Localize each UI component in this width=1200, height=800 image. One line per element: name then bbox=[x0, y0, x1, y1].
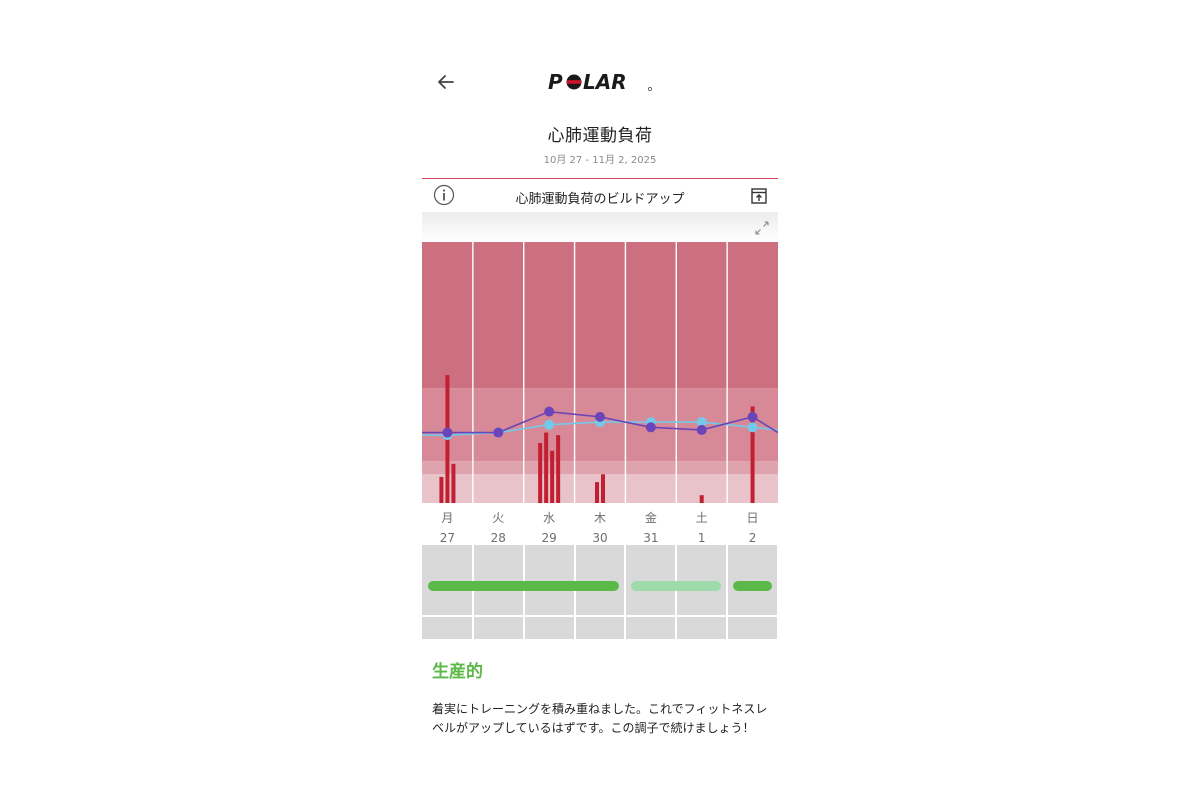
series-point-1 bbox=[747, 422, 758, 433]
date-label: 31 bbox=[643, 531, 659, 545]
info-button[interactable] bbox=[433, 184, 455, 206]
series-point-0 bbox=[595, 411, 605, 422]
status-cell bbox=[626, 617, 676, 639]
day-label: 月 27 bbox=[422, 509, 472, 545]
status-cell bbox=[575, 617, 625, 639]
series-point-0 bbox=[747, 411, 758, 422]
day-label: 水 29 bbox=[524, 509, 574, 545]
load-bar bbox=[595, 482, 599, 503]
zone-band-1 bbox=[422, 461, 778, 475]
zone-band-3 bbox=[422, 242, 778, 389]
load-bar bbox=[544, 432, 549, 503]
series-point-0 bbox=[544, 406, 555, 417]
status-bar bbox=[428, 581, 620, 591]
load-bar bbox=[601, 474, 605, 503]
arrow-left-icon bbox=[438, 75, 454, 89]
header-divider bbox=[422, 178, 778, 179]
load-bar bbox=[556, 435, 561, 503]
zone-band-0 bbox=[422, 474, 778, 503]
export-button[interactable] bbox=[750, 187, 768, 205]
svg-text:LAR: LAR bbox=[583, 70, 627, 94]
status-bar bbox=[733, 581, 772, 591]
day-label: 火 28 bbox=[473, 509, 523, 545]
status-grid bbox=[422, 545, 778, 639]
weekday-label: 月 bbox=[441, 511, 454, 525]
series-point-0 bbox=[442, 427, 453, 438]
expand-icon bbox=[755, 221, 769, 235]
series-point-0 bbox=[696, 424, 707, 435]
phone-screen: P LAR 心肺運動負荷 10月 27 - 11月 2, 2025 心肺運動負荷… bbox=[422, 0, 778, 800]
status-title: 生産的 bbox=[432, 662, 483, 682]
weekday-label: 土 bbox=[695, 511, 708, 525]
status-cell bbox=[473, 617, 523, 639]
status-cell bbox=[575, 545, 625, 615]
date-label: 1 bbox=[697, 531, 706, 545]
status-cell bbox=[677, 545, 727, 615]
polar-logo: P LAR bbox=[546, 70, 654, 94]
load-bar bbox=[750, 406, 755, 503]
load-bar bbox=[451, 463, 456, 503]
series-point-1 bbox=[696, 417, 707, 428]
load-bar bbox=[699, 495, 704, 503]
day-label: 金 31 bbox=[626, 509, 676, 545]
status-cell bbox=[473, 545, 523, 615]
date-range: 10月 27 - 11月 2, 2025 bbox=[543, 155, 657, 166]
back-button[interactable] bbox=[434, 70, 458, 94]
weekday-label: 金 bbox=[644, 511, 657, 525]
day-labels: 月 27 火 28 水 29 木 30 金 31 土 1 日 2 bbox=[422, 509, 778, 545]
status-cell bbox=[728, 545, 777, 615]
weekday-label: 木 bbox=[593, 511, 606, 525]
date-label: 28 bbox=[490, 531, 506, 545]
expand-button[interactable] bbox=[753, 219, 771, 237]
status-cell bbox=[422, 545, 472, 615]
info-icon bbox=[433, 184, 455, 206]
status-cell bbox=[524, 545, 574, 615]
chart-title: 心肺運動負荷のビルドアップ bbox=[515, 192, 685, 207]
export-icon bbox=[751, 188, 767, 204]
status-bar bbox=[631, 581, 722, 591]
status-description: 着実にトレーニングを積み重ねました。これでフィットネスレベルがアップしているはず… bbox=[432, 702, 768, 735]
load-bar bbox=[439, 476, 444, 503]
weekday-label: 水 bbox=[543, 511, 556, 525]
weekday-label: 火 bbox=[492, 511, 505, 525]
date-label: 2 bbox=[748, 531, 757, 545]
status-cell bbox=[524, 617, 574, 639]
series-point-0 bbox=[493, 427, 504, 438]
status-cell bbox=[677, 617, 727, 639]
page-title: 心肺運動負荷 bbox=[547, 126, 653, 146]
status-cell bbox=[728, 617, 777, 639]
series-point-0 bbox=[645, 422, 656, 433]
load-bar bbox=[538, 442, 543, 503]
date-label: 27 bbox=[439, 531, 456, 545]
chart-toolbar bbox=[422, 212, 778, 242]
series-point-1 bbox=[544, 419, 555, 430]
svg-text:P: P bbox=[548, 70, 563, 94]
training-load-chart bbox=[422, 242, 778, 503]
day-label: 木 30 bbox=[575, 509, 625, 545]
status-cell bbox=[626, 545, 676, 615]
date-label: 29 bbox=[541, 531, 557, 545]
load-bar bbox=[550, 450, 555, 503]
status-cell bbox=[422, 617, 472, 639]
weekday-label: 日 bbox=[746, 511, 759, 525]
date-label: 30 bbox=[592, 531, 608, 545]
